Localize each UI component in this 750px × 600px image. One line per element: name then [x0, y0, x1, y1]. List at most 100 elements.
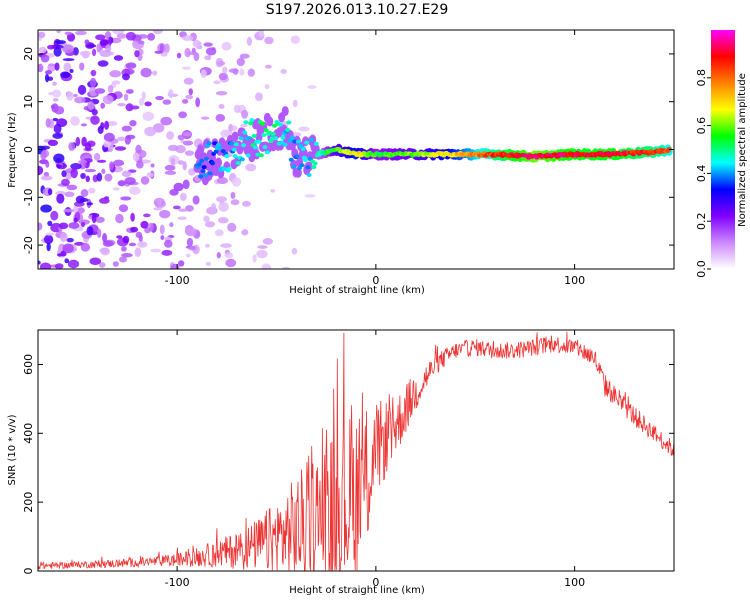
- heatmap-signal-cell: [291, 164, 297, 169]
- heatmap-noise-cell: [128, 242, 137, 247]
- heatmap-noise-cell: [184, 47, 191, 58]
- heatmap-signal-cell: [299, 163, 305, 168]
- heatmap-signal-cell: [287, 138, 293, 143]
- heatmap-noise-cell: [172, 205, 181, 210]
- heatmap-signal-cell: [280, 135, 286, 140]
- heatmap-noise-cell: [47, 44, 56, 50]
- snr-x-ticks: -100 0 100: [165, 330, 585, 589]
- snr-series-line: [38, 331, 674, 571]
- heatmap-noise-cell: [147, 32, 156, 41]
- heatmap-noise-cell: [60, 71, 70, 78]
- heatmap-noise-cell: [99, 39, 109, 46]
- heatmap-noise-cell: [270, 189, 276, 193]
- heatmap-signal-cell: [232, 154, 238, 159]
- heatmap-noise-cell: [138, 234, 143, 242]
- heatmap-noise-cell: [228, 123, 233, 132]
- heatmap-noise-cell: [193, 52, 200, 62]
- heatmap-signal-cell: [241, 143, 247, 148]
- heatmap-noise-cell: [98, 262, 106, 268]
- heatmap-noise-cell: [183, 77, 194, 85]
- heatmap-noise-cell: [45, 118, 51, 128]
- heatmap-noise-cell: [216, 177, 228, 185]
- heatmap-noise-cell: [177, 216, 187, 220]
- heatmap-noise-cell: [58, 222, 69, 230]
- heatmap-noise-cell: [59, 232, 68, 242]
- heatmap-signal-cell: [308, 137, 314, 142]
- heatmap-noise-cell: [160, 116, 173, 126]
- heatmap-noise-cell: [125, 89, 134, 94]
- heatmap-noise-cell: [80, 221, 86, 228]
- heatmap-signal-cell: [256, 139, 262, 144]
- heatmap-signal-halo: [231, 131, 239, 142]
- heatmap-noise-cell: [100, 122, 105, 130]
- heatmap-signal-cell: [313, 141, 319, 146]
- spectrogram-y-ticks: -20 -10 0 10 20: [22, 47, 674, 254]
- heatmap-noise-cell: [67, 259, 80, 269]
- heatmap-signal-cell: [239, 157, 245, 162]
- heatmap-noise-cell: [169, 222, 174, 228]
- heatmap-noise-cell: [40, 145, 51, 150]
- heatmap-noise-cell: [298, 126, 310, 132]
- heatmap-noise-cell: [89, 91, 98, 97]
- heatmap-noise-cell: [123, 93, 129, 101]
- heatmap-noise-cell: [57, 253, 63, 257]
- heatmap-noise-cell: [44, 73, 50, 83]
- heatmap-noise-cell: [160, 235, 165, 241]
- heatmap-noise-cell: [205, 261, 212, 266]
- heatmap-noise-cell: [184, 150, 195, 156]
- heatmap-signal-cell: [246, 136, 252, 141]
- heatmap-noise-cell: [120, 196, 132, 201]
- heatmap-noise-cell: [85, 175, 90, 183]
- heatmap-noise-cell: [185, 205, 194, 212]
- heatmap-noise-cell: [255, 92, 263, 102]
- heatmap-signal-cell: [306, 173, 312, 178]
- heatmap-signal-halo: [281, 106, 289, 117]
- heatmap-noise-cell: [75, 136, 81, 147]
- heatmap-noise-cell: [210, 203, 217, 212]
- heatmap-noise-cell: [80, 172, 86, 179]
- heatmap-noise-cell: [204, 243, 210, 248]
- heatmap-noise-cell: [66, 91, 74, 101]
- heatmap-noise-cell: [168, 89, 174, 99]
- heatmap-signal-cell: [261, 132, 267, 137]
- heatmap-noise-cell: [84, 142, 92, 151]
- heatmap-noise-cell: [239, 68, 245, 76]
- heatmap-signal-cell: [263, 128, 269, 133]
- heatmap-noise-cell: [95, 216, 105, 223]
- heatmap-noise-cell: [217, 217, 229, 224]
- heatmap-noise-cell: [218, 201, 229, 212]
- heatmap-noise-cell: [159, 43, 164, 53]
- heatmap-noise-cell: [264, 36, 274, 45]
- heatmap-noise-cell: [38, 46, 47, 54]
- spectrogram-x-tick-label: -100: [165, 274, 190, 287]
- heatmap-noise-cell: [125, 103, 134, 112]
- heatmap-noise-cell: [132, 152, 140, 162]
- heatmap-noise-cell: [154, 50, 163, 54]
- heatmap-noise-cell: [137, 40, 145, 45]
- heatmap-noise-cell: [90, 115, 100, 125]
- heatmap-noise-cell: [231, 177, 242, 187]
- heatmap-noise-cell: [135, 160, 144, 169]
- heatmap-noise-cell: [192, 39, 202, 48]
- heatmap-noise-cell: [116, 33, 127, 39]
- heatmap-signal-cell: [204, 156, 210, 161]
- heatmap-noise-cell: [124, 177, 136, 185]
- heatmap-noise-cell: [43, 234, 54, 245]
- heatmap-noise-cell: [46, 242, 51, 252]
- heatmap-signal-halo: [214, 157, 222, 168]
- heatmap-noise-cell: [192, 195, 200, 205]
- heatmap-noise-cell: [38, 31, 46, 39]
- heatmap-noise-cell: [61, 178, 70, 186]
- heatmap-signal-cell: [196, 162, 202, 167]
- heatmap-noise-cell: [53, 46, 62, 57]
- spectrogram-x-tick-label: 100: [564, 274, 585, 287]
- heatmap-noise-cell: [292, 99, 298, 108]
- heatmap-noise-cell: [66, 237, 74, 243]
- heatmap-noise-cell: [74, 96, 86, 104]
- heatmap-signal-cell: [248, 121, 254, 126]
- heatmap-signal-halo: [266, 116, 274, 127]
- heatmap-signal-cell: [231, 147, 237, 152]
- heatmap-noise-cell: [122, 73, 130, 81]
- heatmap-noise-cell: [81, 136, 87, 147]
- heatmap-noise-cell: [164, 164, 176, 171]
